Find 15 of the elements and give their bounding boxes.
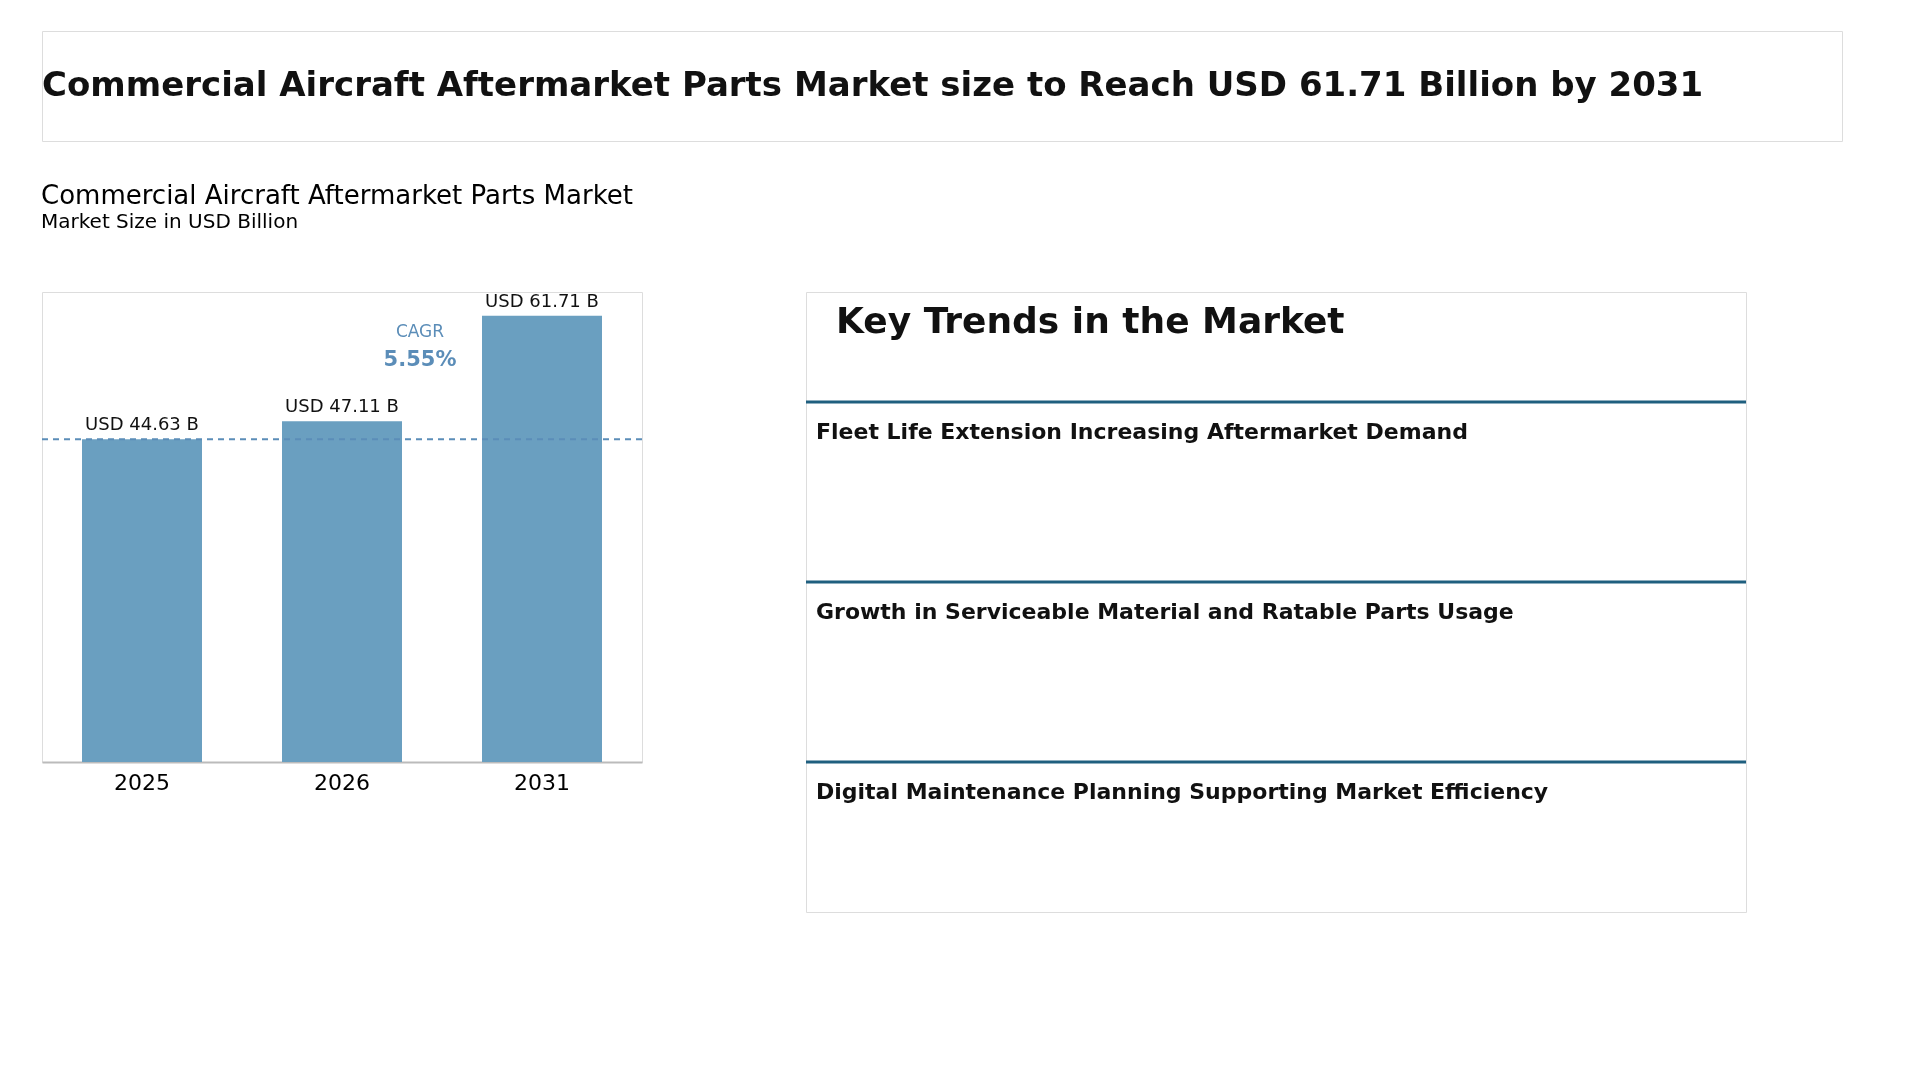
text: Fleet Life Extension Increasing Aftermarket Demand <box>816 419 1468 444</box>
annotation: CAGR <box>395 321 445 341</box>
x-tick-label: 2031 <box>514 769 570 795</box>
chart-title: Commercial Aircraft Aftermarket Parts Market <box>41 180 633 210</box>
text: Key Trends in the Market <box>836 300 1345 341</box>
text: Digital Maintenance Planning Supporting Market Efficiency <box>816 779 1549 804</box>
chart-subtitle: Market Size in USD Billion <box>41 209 299 233</box>
data-label: USD 61.71 B <box>485 289 599 311</box>
data-label: USD 44.63 B <box>85 413 199 435</box>
x-tick-label: 2025 <box>114 769 170 795</box>
text: Commercial Aircraft Aftermarket Parts Market size to Reach USD 61.71 Billion by 2031 <box>42 64 1704 104</box>
text: Growth in Serviceable Material and Ratable Parts Usage <box>816 599 1514 624</box>
data-label: USD 47.11 B <box>285 395 399 417</box>
x-tick-label: 2026 <box>314 769 370 795</box>
annotation: 5.55% <box>383 347 457 371</box>
